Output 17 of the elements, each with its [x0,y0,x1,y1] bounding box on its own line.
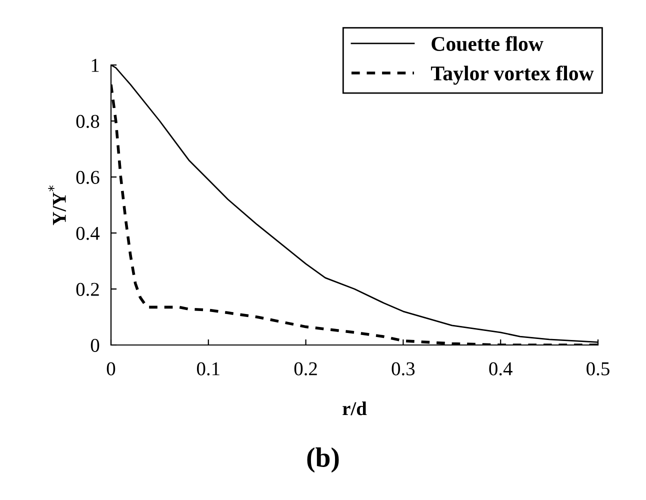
x-tick-label: 0.3 [392,362,415,376]
x-tick-label: 0.1 [196,362,220,376]
x-axis-title: r/d [342,402,367,416]
y-tick-label: 0 [90,338,100,352]
x-tick-label: 0.5 [586,362,610,376]
x-tick-label: 0.2 [294,362,317,376]
y-tick-label: 0.8 [76,114,100,128]
text: (b) [307,447,339,473]
y-tick-label: 0.4 [76,226,100,240]
y-tick-label: 1 [92,58,99,72]
y-tick-label: 0.6 [76,170,100,184]
y-tick-label: 0.2 [76,282,99,296]
x-tick-label: 0.4 [489,362,512,376]
legend-label: Taylor vortex flow [430,66,594,85]
x-tick-label: 0 [106,362,116,376]
legend-label: Couette flow [432,36,544,51]
y-axis-title: Y/Y$^{*}$ [48,185,66,226]
